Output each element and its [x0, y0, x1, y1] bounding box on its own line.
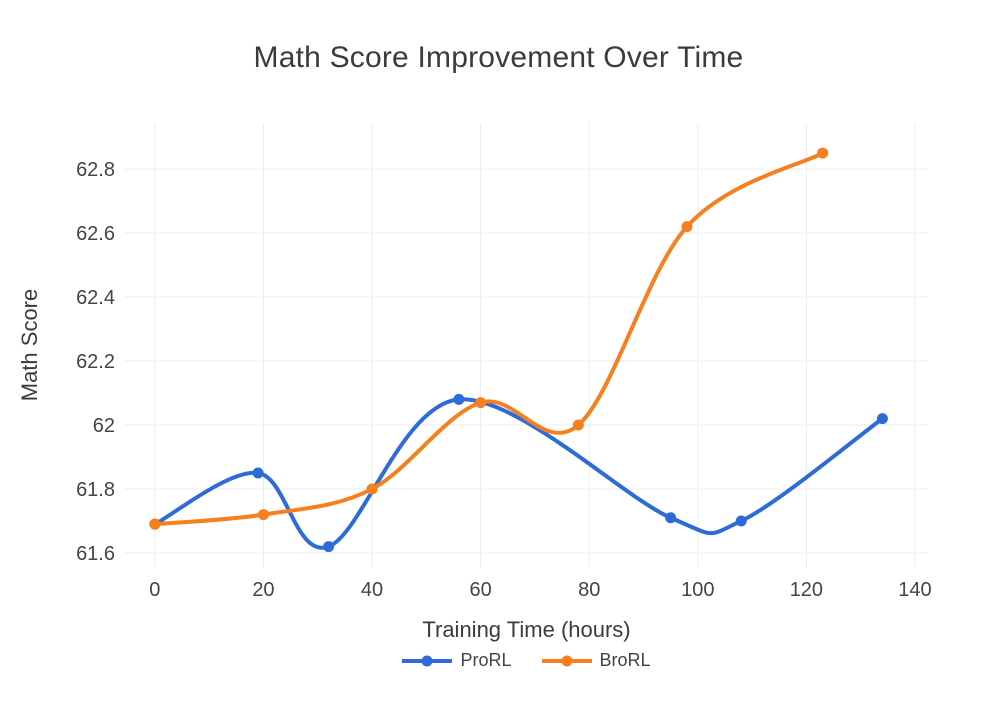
- y-tick-label: 62.2: [76, 351, 115, 373]
- series-line-prorl: [152, 397, 885, 550]
- data-point-prorl[interactable]: [876, 413, 888, 425]
- x-axis-title: Training Time (hours): [422, 617, 631, 642]
- data-point-brorl[interactable]: [366, 483, 378, 495]
- x-tick-label: 100: [681, 579, 714, 601]
- data-point-prorl[interactable]: [323, 541, 335, 553]
- y-tick-label: 62: [93, 415, 115, 437]
- data-point-brorl[interactable]: [572, 419, 584, 431]
- x-tick-label: 0: [149, 579, 160, 601]
- legend-label-brorl: BroRL: [599, 650, 651, 670]
- y-axis-title: Math Score: [17, 288, 42, 402]
- y-tick-labels: 61.6 61.8 62 62.2 62.4 62.6 62.8: [76, 159, 115, 565]
- legend-item-brorl[interactable]: BroRL: [541, 650, 651, 671]
- legend-swatch-brorl: [541, 655, 592, 666]
- x-tick-label: 120: [790, 579, 823, 601]
- legend-swatch-prorl: [402, 655, 453, 666]
- series-brorl: [149, 147, 829, 530]
- data-point-prorl[interactable]: [252, 467, 264, 479]
- x-tick-label: 80: [578, 579, 600, 601]
- data-point-brorl[interactable]: [817, 147, 829, 159]
- y-tick-label: 62.6: [76, 223, 115, 245]
- x-tick-labels: 0 20 40 60 80 100 120 140: [149, 579, 931, 601]
- y-tick-label: 62.4: [76, 287, 115, 309]
- data-point-brorl[interactable]: [149, 518, 161, 530]
- data-point-prorl[interactable]: [735, 515, 747, 527]
- data-point-brorl[interactable]: [681, 221, 693, 233]
- y-tick-label: 61.8: [76, 479, 115, 501]
- data-point-prorl[interactable]: [453, 393, 465, 405]
- x-tick-label: 140: [898, 579, 931, 601]
- legend-item-prorl[interactable]: ProRL: [402, 650, 512, 671]
- x-tick-label: 60: [469, 579, 491, 601]
- chart-title: Math Score Improvement Over Time: [253, 41, 744, 74]
- series-prorl: [149, 393, 888, 553]
- y-tick-label: 61.6: [76, 543, 115, 565]
- data-point-brorl[interactable]: [257, 509, 269, 521]
- x-tick-label: 20: [252, 579, 274, 601]
- series-lines: [149, 147, 888, 553]
- data-point-brorl[interactable]: [475, 397, 487, 409]
- legend-label-prorl: ProRL: [460, 650, 512, 670]
- legend: ProRL BroRL: [125, 650, 928, 671]
- y-tick-label: 62.8: [76, 159, 115, 181]
- data-point-prorl[interactable]: [665, 512, 677, 524]
- x-tick-label: 40: [361, 579, 383, 601]
- gridlines: [125, 123, 928, 568]
